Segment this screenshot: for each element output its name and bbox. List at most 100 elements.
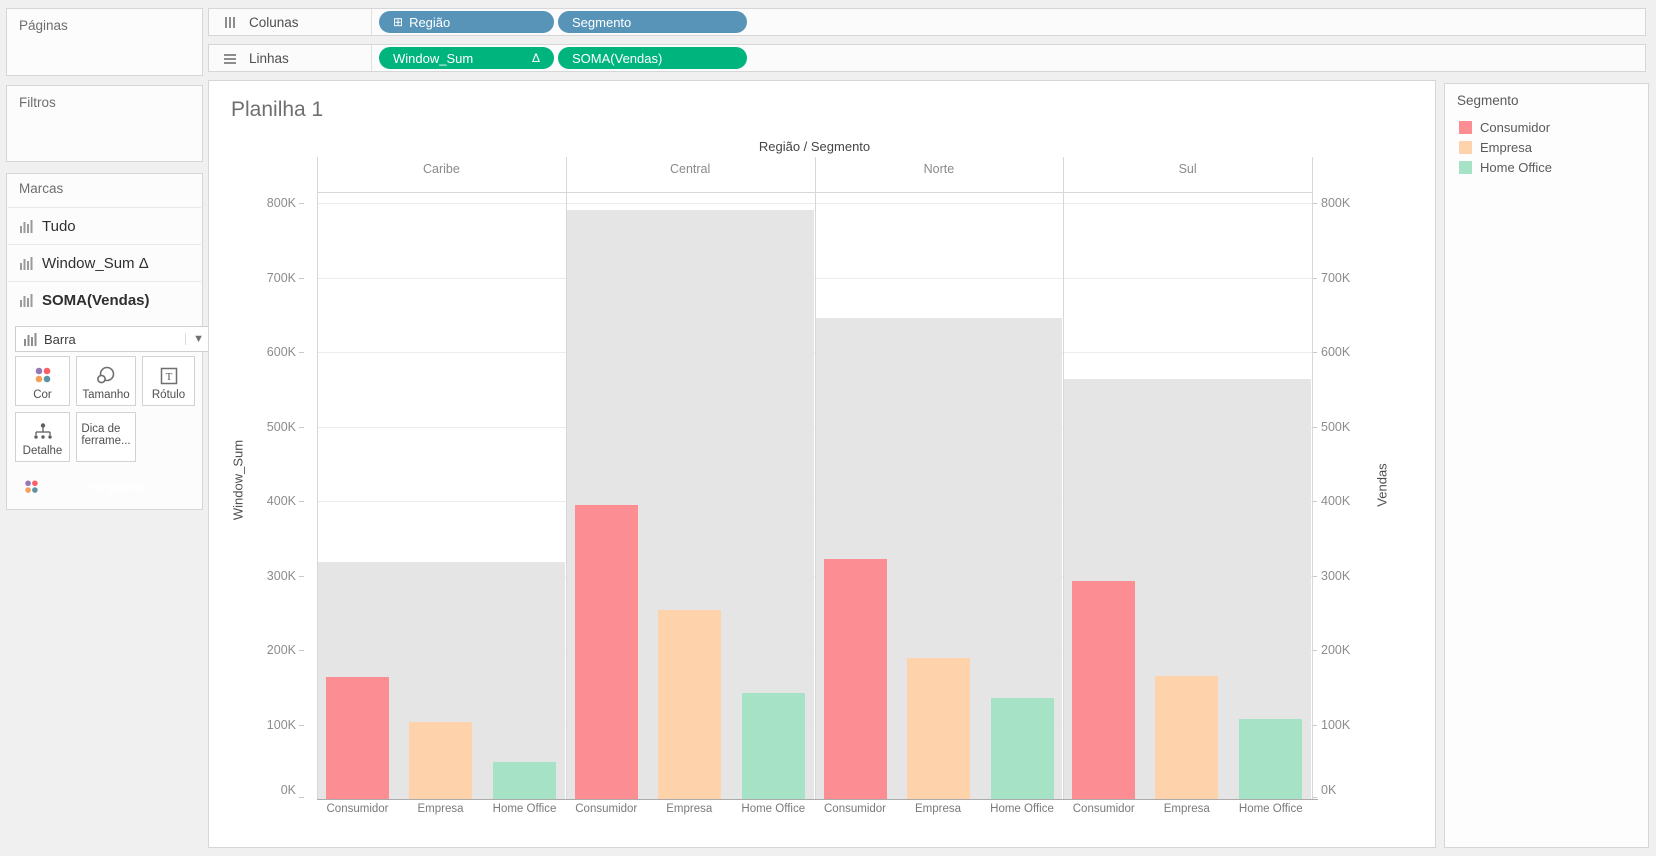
vendas-bar-norte-empresa[interactable] <box>906 658 970 799</box>
y-axis-tick-right: 0K <box>1321 783 1337 797</box>
tick-mark <box>1312 426 1317 428</box>
rows-icon <box>224 54 236 64</box>
y-axis-tick-right: 800K <box>1321 196 1351 210</box>
pages-shelf[interactable]: Páginas <box>6 8 203 76</box>
vendas-bar-central-empresa[interactable] <box>657 609 721 799</box>
facet-header-central: Central <box>669 162 711 176</box>
vendas-bar-caribe-empresa[interactable] <box>409 721 472 799</box>
tick-mark <box>1312 277 1317 279</box>
marks-button-detalhe[interactable]: Detalhe <box>15 412 70 462</box>
vendas-bar-sul-home-office[interactable] <box>1239 719 1303 799</box>
marks-title: Marcas <box>19 181 64 196</box>
color-dots-icon <box>23 479 40 501</box>
tick-mark <box>1312 797 1317 798</box>
marks-button-cor[interactable]: Cor <box>15 356 70 406</box>
legend-swatch <box>1459 121 1472 134</box>
category-label: Consumidor <box>1072 803 1135 815</box>
tick-mark <box>1312 575 1317 577</box>
marks-card: Marcas Tudo Window_Sum Δ SOMA(Vendas) Barr… <box>6 173 213 510</box>
legend-item-home-office[interactable]: Home Office <box>1459 160 1552 175</box>
category-label: Empresa <box>1163 803 1210 815</box>
vendas-bar-norte-consumidor[interactable] <box>823 559 887 799</box>
svg-text:T: T <box>165 371 172 383</box>
y-axis-tick-left: 400K <box>266 494 296 508</box>
category-label: Consumidor <box>575 803 638 815</box>
rows-shelf-label: Linhas <box>249 51 289 66</box>
category-label: Consumidor <box>326 803 389 815</box>
columns-icon <box>225 17 235 28</box>
legend-swatch <box>1459 161 1472 174</box>
y-axis-tick-left: 700K <box>266 270 296 285</box>
columns-pill-região[interactable]: ⊞ Região <box>379 11 554 33</box>
y-axis-tick-right: 200K <box>1321 643 1351 657</box>
right-axis-title: Vendas <box>1374 463 1390 507</box>
category-label: Home Office <box>1238 803 1303 815</box>
marks-button-r-tulo[interactable]: T Rótulo <box>142 356 195 406</box>
vendas-bar-norte-home-office[interactable] <box>990 698 1054 799</box>
marks-button-tamanho[interactable]: Tamanho <box>76 356 136 406</box>
marks-button-dica-de-ferrame-[interactable]: Dica de ferrame... <box>76 412 136 462</box>
vendas-bar-central-consumidor[interactable] <box>574 504 638 799</box>
tick-mark <box>299 352 304 353</box>
marks-item-window-sum[interactable]: Window_Sum Δ <box>8 244 201 282</box>
tick-mark <box>299 501 304 502</box>
tick-mark <box>299 203 304 204</box>
y-axis-tick-left: 500K <box>266 419 296 434</box>
vendas-bar-caribe-home-office[interactable] <box>493 761 556 799</box>
vendas-bar-central-home-office[interactable] <box>741 693 805 799</box>
y-axis-tick-left: 300K <box>266 568 296 583</box>
legend-swatch <box>1459 141 1472 154</box>
tick-mark <box>299 650 304 651</box>
size-icon <box>77 366 135 386</box>
y-axis-tick-left: 600K <box>266 345 296 359</box>
legend-title: Segmento <box>1457 93 1519 108</box>
columns-shelf-label: Colunas <box>249 15 299 30</box>
marks-item-soma-vendas-[interactable]: SOMA(Vendas) <box>8 281 201 319</box>
mark-type-dropdown[interactable]: Barra ▼ <box>15 326 213 352</box>
rows-pill-window_sum[interactable]: Window_Sum Δ <box>379 47 554 69</box>
panel-separator <box>1063 157 1065 799</box>
columns-pill-segmento[interactable]: Segmento <box>558 11 747 33</box>
tick-mark <box>299 575 304 577</box>
rows-pill-soma(vendas)[interactable]: SOMA(Vendas) <box>558 47 747 69</box>
y-axis-tick-left: 0K <box>280 783 296 797</box>
expand-plus-icon[interactable]: ⊞ <box>393 14 404 29</box>
legend-item-consumidor[interactable]: Consumidor <box>1459 120 1550 135</box>
chevron-down-icon[interactable]: ▼ <box>185 333 204 345</box>
left-axis-title: Window_Sum <box>230 439 246 521</box>
y-axis-tick-right: 700K <box>1321 270 1351 285</box>
tick-mark <box>299 426 304 428</box>
pages-label: Páginas <box>19 18 68 33</box>
tick-mark <box>1312 501 1317 502</box>
tick-mark <box>299 797 304 798</box>
facet-header-caribe: Caribe <box>422 162 460 176</box>
tick-mark <box>1312 724 1317 726</box>
marks-item-tudo[interactable]: Tudo <box>8 207 201 245</box>
tick-mark <box>299 724 304 726</box>
column-field-header: Região / Segmento <box>758 139 871 154</box>
vendas-bar-caribe-consumidor[interactable] <box>326 676 389 799</box>
category-label: Home Office <box>741 803 806 815</box>
label-icon: T <box>143 366 194 386</box>
filters-shelf[interactable]: Filtros <box>6 85 203 162</box>
sheet-title: Planilha 1 <box>231 98 324 121</box>
y-axis-tick-right: 600K <box>1321 345 1351 359</box>
vendas-bar-sul-empresa[interactable] <box>1155 676 1219 799</box>
vendas-bar-sul-consumidor[interactable] <box>1072 581 1136 799</box>
y-axis-tick-left: 100K <box>266 717 296 732</box>
detail-icon <box>16 422 69 444</box>
y-axis-tick-right: 500K <box>1321 419 1351 434</box>
y-axis-tick-right: 400K <box>1321 494 1351 508</box>
category-label: Empresa <box>666 803 713 815</box>
panel-separator <box>814 157 816 799</box>
legend-card: Segmento Consumidor Empresa Home Office <box>1444 83 1649 848</box>
tick-mark <box>1312 352 1317 353</box>
category-label: Consumidor <box>824 803 886 815</box>
y-axis-tick-left: 800K <box>266 196 296 210</box>
marks-encoding-pill-segmento[interactable]: Segmento <box>89 479 149 495</box>
legend-item-empresa[interactable]: Empresa <box>1459 140 1532 155</box>
facet-header-sul: Sul <box>1178 162 1197 176</box>
category-label: Home Office <box>492 803 557 815</box>
delta-indicator-icon: Δ <box>531 51 540 65</box>
plot-left-border <box>317 157 318 799</box>
